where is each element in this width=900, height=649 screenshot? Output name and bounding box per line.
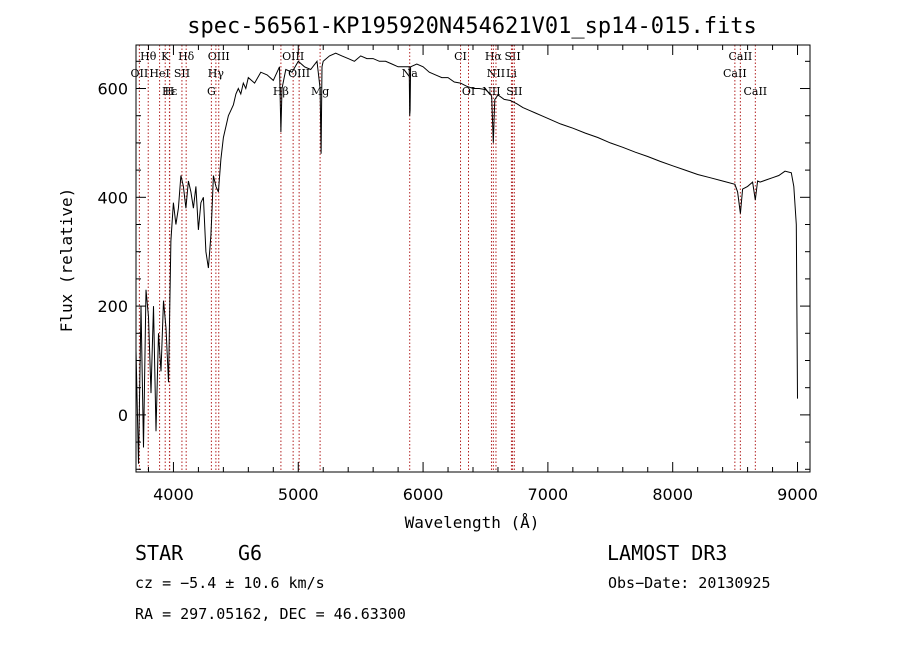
x-axis-ticks: 4000 5000 6000 7000 8000 9000 [147, 45, 818, 504]
coordinates: RA = 297.05162, DEC = 46.63300 [135, 605, 406, 623]
y-axis-label: Flux (relative) [57, 188, 76, 333]
marker-label-3: OIII [208, 50, 230, 63]
marker-label-25: SII [506, 85, 522, 98]
x-tick-label-4000: 4000 [153, 485, 194, 504]
marker-label-16: Li [506, 67, 517, 80]
marker-label-1: K [161, 50, 170, 63]
x-tick-label-5000: 5000 [278, 485, 319, 504]
marker-label-5: CI [454, 50, 467, 63]
marker-label-7: SII [504, 50, 520, 63]
y-tick-label-600: 600 [97, 80, 128, 99]
obs-date: Obs−Date: 20130925 [608, 574, 771, 592]
marker-label-15: NII [487, 67, 505, 80]
x-tick-label-9000: 9000 [777, 485, 818, 504]
y-tick-label-400: 400 [97, 188, 128, 207]
x-tick-label-8000: 8000 [652, 485, 693, 504]
marker-label-6: Hα [485, 50, 503, 63]
marker-label-4: OIII [282, 50, 304, 63]
spectrum-line [135, 52, 798, 464]
marker-label-8: CaII [729, 50, 753, 63]
marker-label-17: CaII [723, 67, 747, 80]
x-axis-label: Wavelength (Å) [405, 513, 540, 532]
marker-label-0: Hθ [140, 50, 157, 63]
marker-label-19: H [165, 85, 175, 98]
x-tick-label-6000: 6000 [403, 485, 444, 504]
marker-label-20: G [207, 85, 216, 98]
marker-label-10: HeI [149, 67, 169, 80]
y-tick-label-200: 200 [97, 297, 128, 316]
object-type: STAR [135, 541, 184, 565]
y-tick-label-0: 0 [118, 406, 128, 425]
x-tick-label-7000: 7000 [528, 485, 569, 504]
y-axis-ticks: 0 200 400 600 [97, 60, 810, 470]
object-subclass: G6 [238, 541, 262, 565]
redshift-cz: cz = −5.4 ± 10.6 km/s [135, 574, 325, 592]
chart-title: spec-56561-KP195920N454621V01_sp14-015.f… [187, 14, 757, 39]
marker-label-2: Hδ [178, 50, 195, 63]
marker-label-21: Hβ [273, 85, 289, 98]
marker-label-24: NII [482, 85, 500, 98]
survey-name: LAMOST DR3 [607, 541, 727, 565]
marker-label-26: CaII [743, 85, 767, 98]
marker-label-14: Na [402, 67, 419, 80]
marker-label-12: Hγ [208, 67, 225, 80]
plot-frame [135, 44, 811, 473]
marker-label-9: OII [131, 67, 149, 80]
marker-label-11: SII [174, 67, 190, 80]
marker-label-13: OIII [288, 67, 310, 80]
